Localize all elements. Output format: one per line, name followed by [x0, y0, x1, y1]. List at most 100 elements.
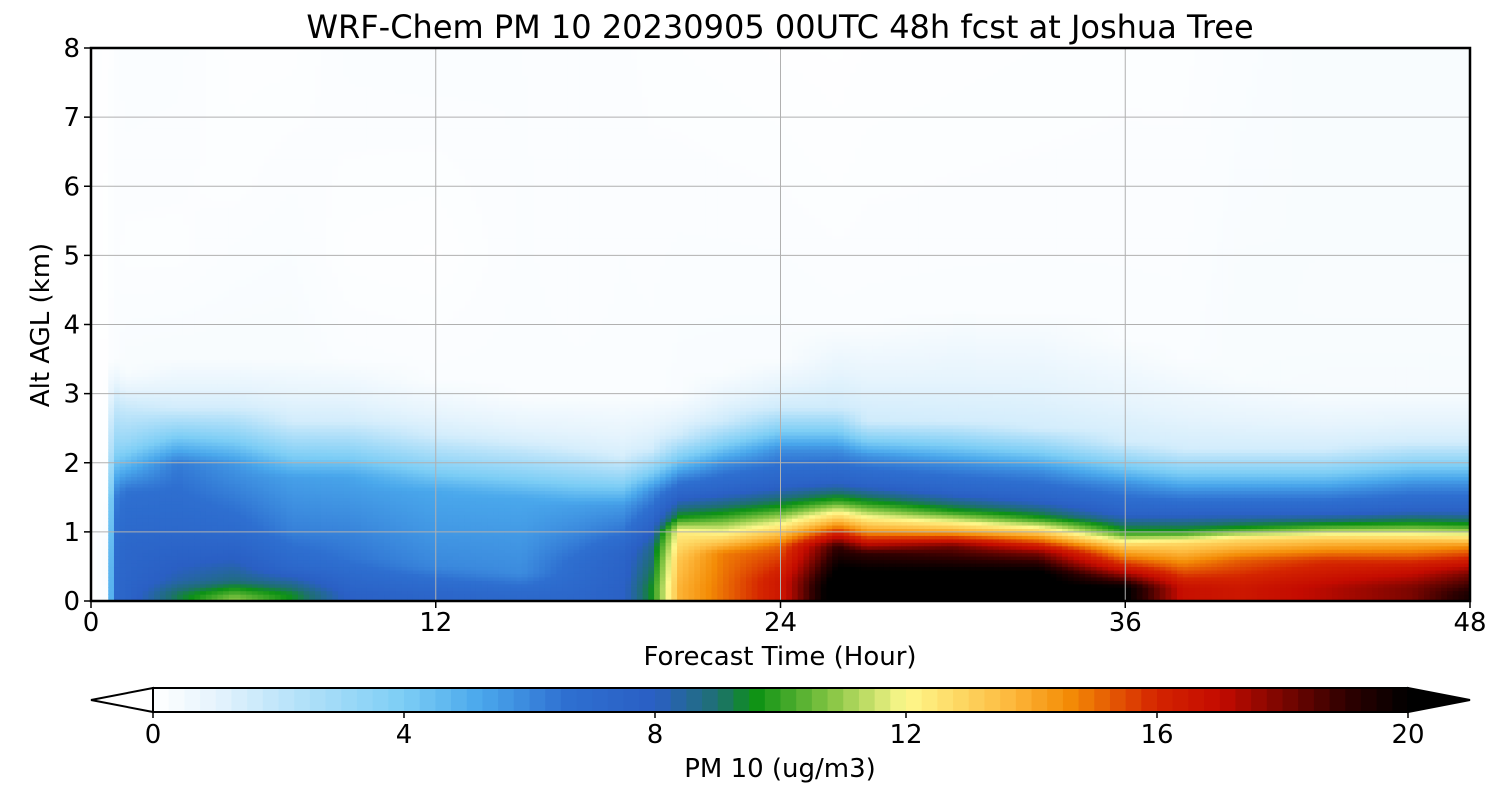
heatmap-cell [120, 131, 126, 135]
heatmap-cell [114, 89, 120, 93]
heatmap-cell [97, 411, 103, 415]
heatmap-cell [97, 573, 103, 577]
heatmap-cell [97, 290, 103, 294]
heatmap-cell [108, 235, 114, 239]
heatmap-cell [108, 103, 114, 107]
heatmap-cell [120, 584, 126, 588]
heatmap-cell [120, 522, 126, 526]
heatmap-cell [120, 190, 126, 194]
heatmap-cell [97, 124, 103, 128]
heatmap-cell [120, 224, 126, 228]
heatmap-cell [102, 124, 108, 128]
heatmap-cell [120, 179, 126, 183]
heatmap-cell [114, 352, 120, 356]
heatmap-cell [97, 117, 103, 121]
heatmap-cell [114, 591, 120, 595]
heatmap-cell [114, 152, 120, 156]
heatmap-cell [97, 345, 103, 349]
heatmap-cell [102, 141, 108, 145]
heatmap-cell [120, 297, 126, 301]
heatmap-cell [114, 179, 120, 183]
heatmap-cell [120, 242, 126, 246]
heatmap-cell [102, 394, 108, 398]
heatmap-cell [108, 463, 114, 467]
heatmap-cell [97, 152, 103, 156]
heatmap-cell [108, 549, 114, 553]
heatmap-cell [97, 255, 103, 259]
heatmap-cell [114, 318, 120, 322]
chart-title: WRF-Chem PM 10 20230905 00UTC 48h fcst a… [306, 8, 1253, 46]
heatmap-cell [97, 79, 103, 83]
heatmap-cell [97, 435, 103, 439]
heatmap-cell [97, 207, 103, 211]
heatmap-cell [114, 307, 120, 311]
heatmap-cell [102, 501, 108, 505]
heatmap-cell [108, 573, 114, 577]
heatmap-cell [114, 490, 120, 494]
heatmap-cell [120, 283, 126, 287]
heatmap-cell [97, 51, 103, 55]
heatmap-cell [97, 577, 103, 581]
heatmap-cell [120, 86, 126, 90]
heatmap-cell [120, 245, 126, 249]
heatmap-cell [120, 172, 126, 176]
heatmap-cell [97, 69, 103, 73]
heatmap-cell [114, 407, 120, 411]
heatmap-cell [108, 411, 114, 415]
heatmap-cell [97, 546, 103, 550]
heatmap-cell [120, 134, 126, 138]
heatmap-cell [120, 96, 126, 100]
heatmap-cell [102, 162, 108, 166]
heatmap-cell [102, 197, 108, 201]
heatmap-cell [97, 522, 103, 526]
heatmap-cell [114, 186, 120, 190]
heatmap-cell [108, 107, 114, 111]
heatmap-cell [97, 134, 103, 138]
heatmap-cell [114, 62, 120, 66]
heatmap-cell [97, 418, 103, 422]
heatmap-cell [114, 224, 120, 228]
heatmap-cell [102, 466, 108, 470]
heatmap-cell [108, 435, 114, 439]
heatmap-cell [120, 328, 126, 332]
heatmap-cell [120, 280, 126, 284]
heatmap-cell [97, 76, 103, 80]
heatmap-cell [97, 200, 103, 204]
heatmap-cell [108, 345, 114, 349]
heatmap-cell [97, 280, 103, 284]
heatmap-cell [114, 401, 120, 405]
heatmap-cell [120, 186, 126, 190]
heatmap-cell [108, 494, 114, 498]
heatmap-cell [114, 328, 120, 332]
heatmap-cell [102, 255, 108, 259]
heatmap-cell [102, 190, 108, 194]
plot-area [91, 48, 1471, 602]
heatmap-cell [120, 124, 126, 128]
heatmap-cell [120, 352, 126, 356]
heatmap-cell [108, 69, 114, 73]
heatmap-cell [114, 131, 120, 135]
heatmap-cell [102, 169, 108, 173]
heatmap-cell [102, 328, 108, 332]
heatmap-cell [108, 242, 114, 246]
heatmap-cell [108, 86, 114, 90]
heatmap-cell [102, 318, 108, 322]
heatmap-cell [97, 490, 103, 494]
heatmap-cell [102, 280, 108, 284]
heatmap-cell [108, 445, 114, 449]
heatmap-cell [108, 224, 114, 228]
heatmap-cell [120, 546, 126, 550]
heatmap-cell [114, 134, 120, 138]
heatmap-cell [120, 518, 126, 522]
heatmap-cell [114, 345, 120, 349]
heatmap-cell [102, 79, 108, 83]
heatmap-cell [97, 242, 103, 246]
heatmap-cell [120, 556, 126, 560]
heatmap-cell [114, 214, 120, 218]
heatmap-cell [108, 318, 114, 322]
heatmap-cell [102, 563, 108, 567]
heatmap-cell [114, 159, 120, 163]
heatmap-cell [102, 366, 108, 370]
heatmap-cell [108, 456, 114, 460]
heatmap-cell [114, 76, 120, 80]
